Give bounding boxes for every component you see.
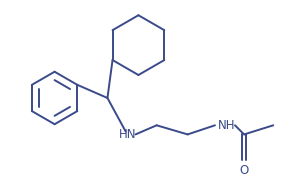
Text: HN: HN: [119, 128, 136, 141]
Text: NH: NH: [218, 119, 235, 132]
Text: O: O: [240, 164, 249, 177]
